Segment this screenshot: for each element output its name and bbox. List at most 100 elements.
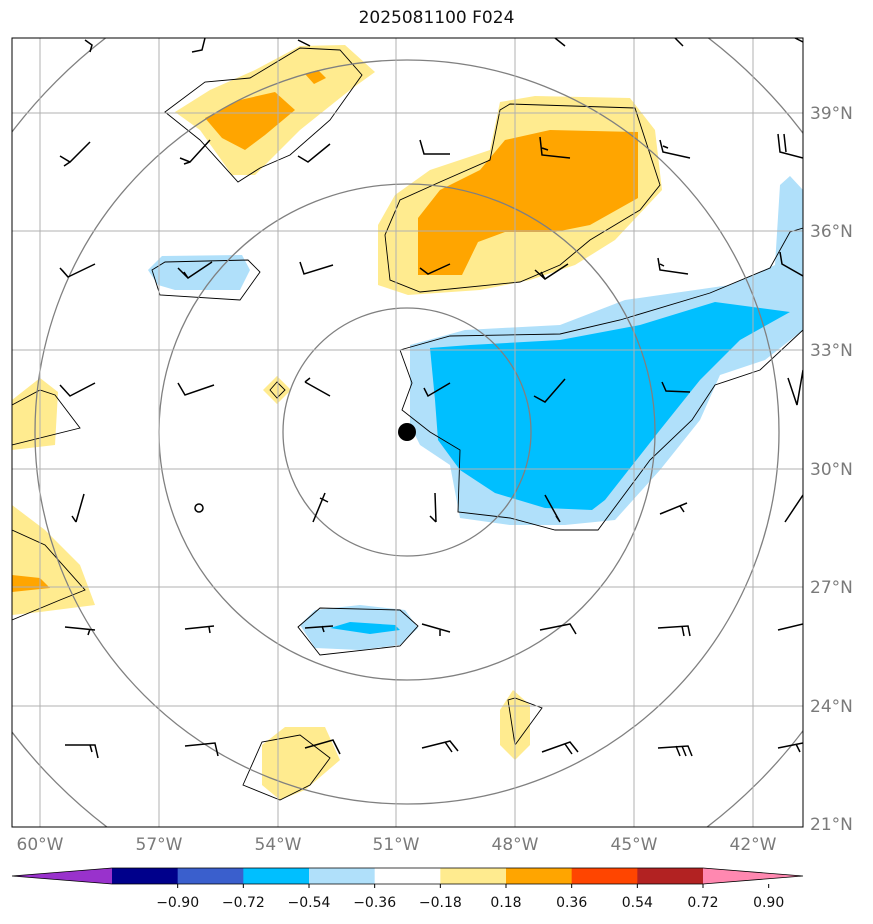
positive-core-northeast [418,130,638,275]
contour-layer [12,47,803,801]
wind-barb [179,139,211,165]
wind-barb [59,141,91,167]
wind-barb [779,251,803,277]
contour-line [384,103,661,293]
range-ring-3 [34,59,780,805]
contour-line [12,529,86,621]
wind-barb [299,261,334,275]
colorbar-label: −0.36 [353,895,396,911]
wind-barb [84,39,93,53]
wind-barb [421,623,451,636]
wind-barb [777,133,803,159]
wind-barb [659,139,691,159]
colorbar-extend-low [12,868,112,884]
latitude-labels: 39°N 36°N 33°N 30°N 27°N 24°N 21°N [810,104,853,835]
wind-barb [419,139,450,155]
wind-barb [423,382,451,398]
colorbar-label: 0.54 [622,895,653,911]
contour-line [399,329,803,531]
wind-barb [777,742,803,753]
colorbar: −0.90 −0.72 −0.54 −0.36 −0.18 0.18 0.36 0.54 0.7… [11,867,804,911]
lon-label: 54°W [255,835,302,855]
wind-barb [784,494,803,523]
wind-barb [429,492,437,523]
wind-barb [659,502,688,515]
colorbar-segment [177,868,244,884]
positive-core-north-small [305,70,326,84]
storm-center-marker [398,423,416,441]
wind-barb [544,494,561,523]
wind-barb [661,381,691,393]
wind-barb [419,263,451,275]
wind-barb [184,625,215,634]
wind-barb [674,38,684,47]
wind-barb [304,625,334,633]
colorbar-label: −0.72 [222,895,265,911]
wind-barb [304,377,331,397]
contour-line [269,381,286,399]
wind-barb [191,38,206,53]
wind-barb [794,38,803,43]
colorbar-label: −0.18 [419,895,462,911]
wind-barb [541,741,579,755]
contour-line [507,697,543,747]
negative-core-east [430,302,790,510]
wind-barb [312,492,329,523]
colorbar-outline [11,867,804,885]
wind-barbs [59,38,803,759]
longitude-labels: 60°W 57°W 54°W 51°W 48°W 45°W 42°W [17,835,777,855]
colorbar-segment [374,868,441,884]
wind-barb [297,39,311,47]
colorbar-label: −0.90 [156,895,199,911]
wind-barb [297,143,331,163]
contour-line [164,47,363,183]
contour-line [297,607,419,656]
wind-barb [657,625,691,637]
lat-label: 21°N [810,815,853,835]
wind-barb [533,378,566,403]
wind-barb [184,742,219,757]
contour-line [242,734,331,801]
colorbar-segment [309,868,376,884]
wind-barb [71,493,85,523]
contour-line [399,227,803,351]
contour-line [151,259,261,301]
lat-label: 24°N [810,697,853,717]
colorbar-segment [112,868,179,884]
wind-barb [777,623,803,631]
wind-barb [539,623,577,635]
range-ring-1 [282,307,532,557]
wind-barb [657,745,693,757]
wind-calm-marker [194,503,204,513]
wind-barb [421,740,459,753]
colorbar-segment [506,868,573,884]
anomaly-fill-layer [12,45,803,800]
lat-label: 30°N [810,460,853,480]
colorbar-segment [243,868,310,884]
lat-label: 33°N [810,341,853,361]
contour-line [12,389,81,446]
colorbar-segment [571,868,638,884]
wind-barb [539,136,571,159]
wind-barb [177,261,213,279]
wind-barb [304,739,341,755]
colorbar-label: 0.90 [753,895,784,911]
colorbar-label: 0.36 [556,895,587,911]
map-frame [11,37,804,828]
colorbar-extend-high [703,868,803,884]
colorbar-segment [637,868,704,884]
lon-label: 51°W [373,835,420,855]
wind-barb [65,744,99,759]
lat-label: 39°N [810,104,853,124]
lon-label: 57°W [136,835,183,855]
colorbar-label: 0.72 [687,895,718,911]
lon-label: 45°W [611,835,658,855]
wind-barb [64,626,96,636]
wind-barb [657,257,689,275]
wind-barb [534,263,569,280]
negative-core-south [330,622,400,634]
graticule [12,38,803,827]
